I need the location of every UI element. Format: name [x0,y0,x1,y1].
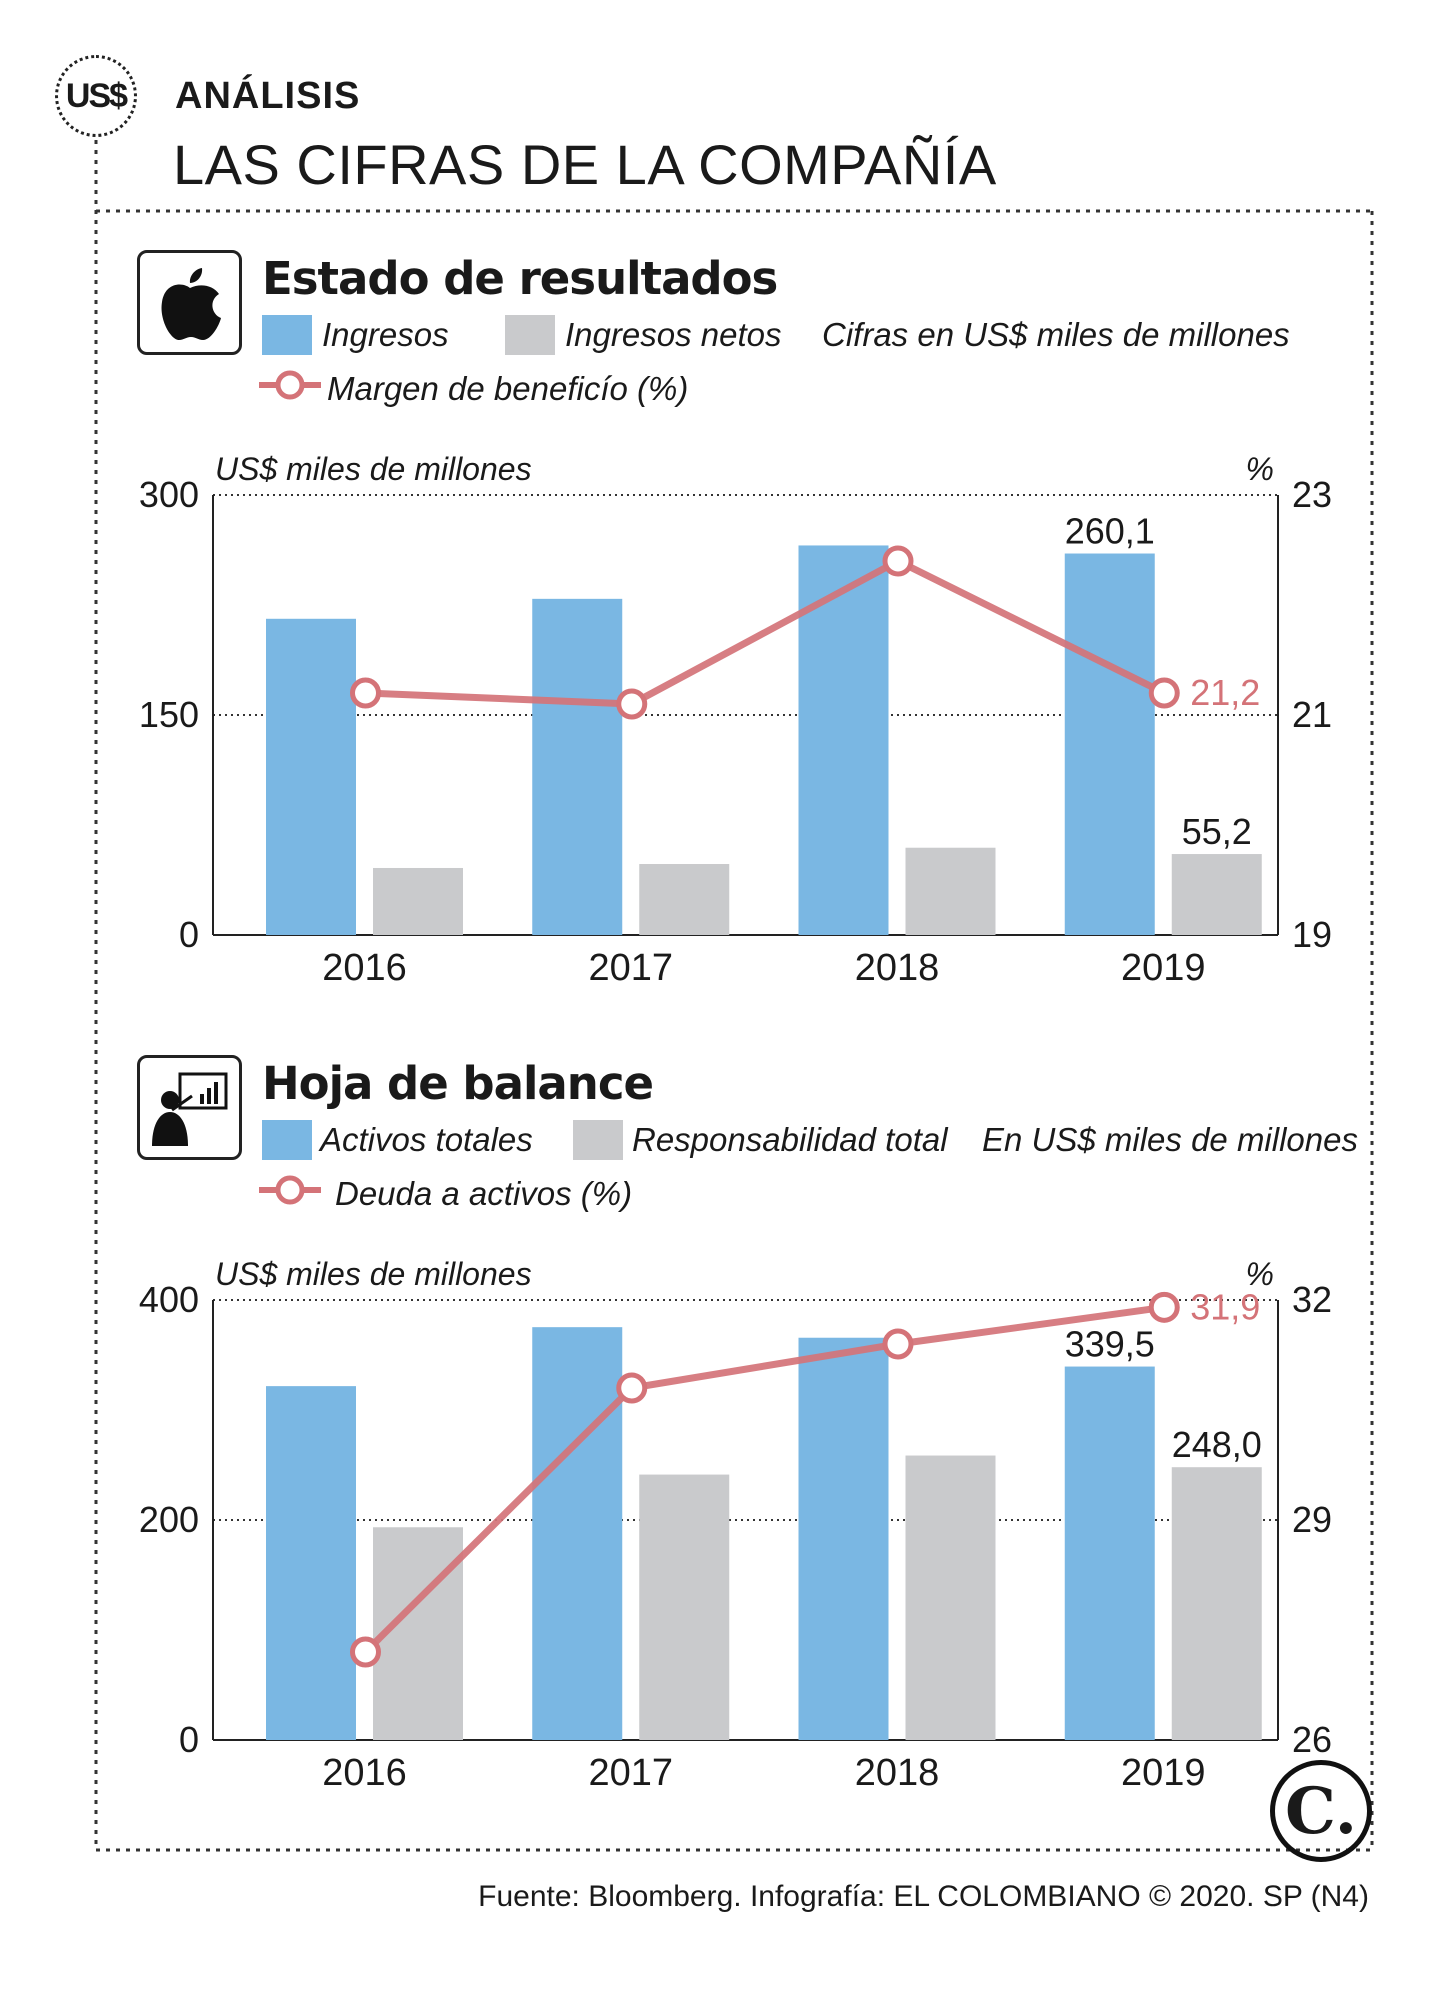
y-tick-label: 0 [179,1719,199,1760]
bar-responsabilidad-total [639,1474,730,1740]
section-title-results: Estado de resultados [262,252,778,305]
x-tick-label: 2016 [322,947,407,989]
usd-badge-icon: US$ [55,55,137,137]
bar-activos-totales [798,1337,889,1740]
kicker: ANÁLISIS [175,75,361,117]
y2-tick-label: 29 [1292,1499,1332,1540]
legend-label-deuda: Deuda a activos (%) [335,1175,633,1212]
bar-activos-totales [532,1327,623,1740]
x-tick-label: 2019 [1121,1752,1206,1794]
apple-logo-icon [137,250,242,355]
units-note: Cifras en US$ miles de millones [822,316,1290,353]
section-title-balance: Hoja de balance [262,1057,654,1110]
y-tick-label: 300 [139,474,199,515]
y-tick-label: 400 [139,1279,199,1320]
x-tick-label: 2018 [855,947,940,989]
line-point [1148,1291,1180,1323]
y2-axis-title: % [1246,1256,1274,1292]
bar-responsabilidad-total [1171,1467,1262,1740]
bar-ingresos-netos [905,847,996,935]
legend-label-activos: Activos totales [320,1121,533,1158]
legend-label-ingresos: Ingresos [322,316,449,353]
y-tick-label: 200 [139,1499,199,1540]
bar-responsabilidad-total [905,1455,996,1740]
el-colombiano-logo-icon: C. [1270,1760,1372,1862]
line-data-label: 31,9 [1190,1286,1260,1327]
presenter-chart-icon [137,1055,242,1160]
y-tick-label: 0 [179,914,199,955]
y2-tick-label: 26 [1292,1719,1332,1760]
data-label: 260,1 [1065,511,1155,552]
legend-swatch-activos [262,1120,312,1160]
legend-swatch-responsabilidad [573,1120,623,1160]
x-tick-label: 2017 [588,1752,673,1794]
legend-label-margen: Margen de beneficío (%) [327,370,689,407]
y2-tick-label: 21 [1292,694,1332,735]
line-point [882,1328,914,1360]
data-label: 339,5 [1065,1324,1155,1365]
bar-ingresos-netos [1171,854,1262,935]
line-series [365,557,1166,708]
y2-tick-label: 19 [1292,914,1332,955]
bar-ingresos-netos [639,864,730,935]
legend-line-marker-icon [259,370,321,400]
bar-activos-totales [266,1386,356,1740]
bar-ingresos [1064,553,1155,935]
bar-ingresos-netos [373,867,463,935]
x-tick-label: 2017 [588,947,673,989]
data-label: 248,0 [1172,1424,1262,1465]
legend-line-marker-icon [259,1175,321,1205]
bar-ingresos [798,545,889,935]
bar-ingresos [266,618,356,935]
line-series [363,1303,1165,1655]
y-axis-title: US$ miles de millones [215,1256,532,1292]
y2-axis-title: % [1246,451,1274,487]
line-point [882,545,914,577]
legend-label-responsabilidad: Responsabilidad total [632,1121,948,1158]
data-label: 55,2 [1182,811,1252,852]
line-point [616,688,648,720]
line-point [350,1636,381,1668]
chart-estado-resultados: US$ miles de millones % 0 150 300 19 21 23 2016 2… [139,451,1332,989]
legend-swatch-ingresos [262,315,312,355]
units-note: En US$ miles de millones [982,1121,1358,1158]
line-data-label: 21,2 [1190,672,1260,713]
legend-swatch-ingresos-netos [505,315,555,355]
line-point [616,1372,648,1404]
chart-hoja-balance: US$ miles de millones % 0 200 400 26 29 32 2016 2… [139,1256,1332,1794]
source-credit: Fuente: Bloomberg. Infografía: EL COLOMB… [478,1880,1369,1913]
bar-ingresos [532,598,623,935]
y-axis-title: US$ miles de millones [215,451,532,487]
line-point [1148,677,1180,709]
y2-tick-label: 32 [1292,1279,1332,1320]
y2-tick-label: 23 [1292,474,1332,515]
x-tick-label: 2016 [322,1752,407,1794]
legend-label-ingresos-netos: Ingresos netos [565,316,782,353]
bar-activos-totales [1064,1366,1155,1740]
headline: LAS CIFRAS DE LA COMPAÑÍA [173,133,997,196]
line-point [350,677,381,709]
y-tick-label: 150 [139,694,199,735]
x-tick-label: 2019 [1121,947,1206,989]
x-tick-label: 2018 [855,1752,940,1794]
